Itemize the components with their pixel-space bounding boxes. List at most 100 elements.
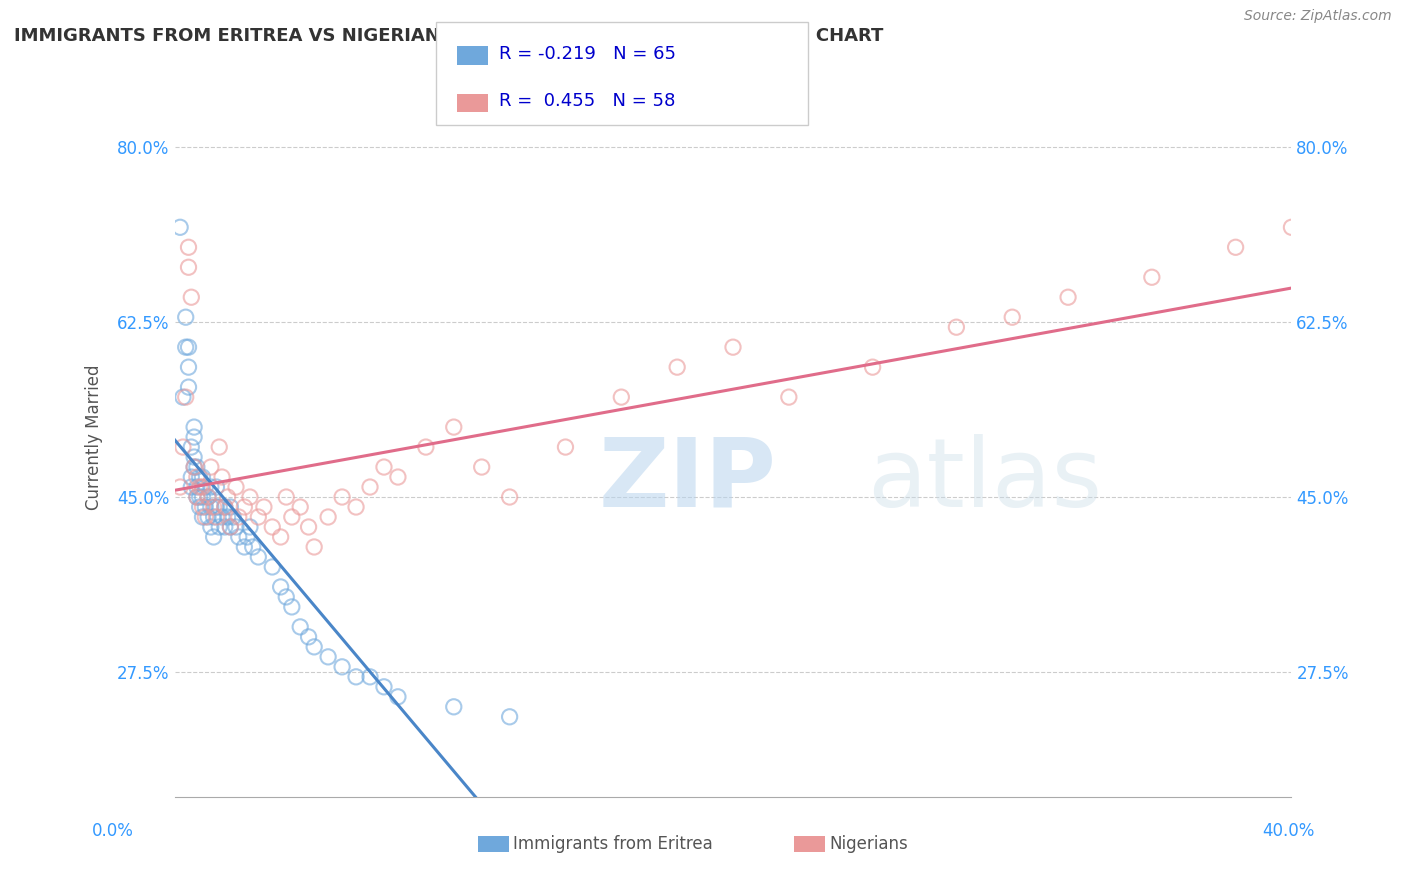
Point xyxy=(276,590,298,604)
Point xyxy=(262,560,284,574)
Point xyxy=(214,500,236,514)
Point xyxy=(344,500,367,514)
Point xyxy=(281,599,304,614)
Point xyxy=(174,310,197,325)
Point xyxy=(194,500,217,514)
Point xyxy=(498,490,520,504)
Point xyxy=(200,520,222,534)
Point xyxy=(1140,270,1163,285)
Point xyxy=(205,500,228,514)
Point xyxy=(554,440,576,454)
Text: IMMIGRANTS FROM ERITREA VS NIGERIAN CURRENTLY MARRIED CORRELATION CHART: IMMIGRANTS FROM ERITREA VS NIGERIAN CURR… xyxy=(14,27,883,45)
Point xyxy=(228,510,250,524)
Point xyxy=(197,490,219,504)
Point xyxy=(186,480,208,494)
Point xyxy=(1001,310,1024,325)
Point xyxy=(177,380,200,394)
Point xyxy=(191,480,214,494)
Point xyxy=(302,540,325,554)
Point xyxy=(666,360,689,375)
Point xyxy=(415,440,437,454)
Point xyxy=(200,460,222,475)
Point xyxy=(373,680,395,694)
Point xyxy=(721,340,744,354)
Point xyxy=(359,670,381,684)
Point xyxy=(225,480,247,494)
Text: 0.0%: 0.0% xyxy=(91,822,134,840)
Point xyxy=(177,240,200,254)
Point xyxy=(236,530,259,544)
Point xyxy=(233,540,256,554)
Point xyxy=(225,520,247,534)
Point xyxy=(297,630,319,644)
Point xyxy=(194,510,217,524)
Point xyxy=(270,530,292,544)
Point xyxy=(183,450,205,464)
Point xyxy=(186,460,208,475)
Point xyxy=(188,500,211,514)
Point xyxy=(191,510,214,524)
Point xyxy=(188,490,211,504)
Point xyxy=(330,490,353,504)
Point xyxy=(191,490,214,504)
Point xyxy=(214,520,236,534)
Point xyxy=(169,480,191,494)
Point xyxy=(443,699,465,714)
Point xyxy=(217,510,239,524)
Point xyxy=(191,500,214,514)
Point xyxy=(202,500,225,514)
Point xyxy=(174,340,197,354)
Point xyxy=(276,490,298,504)
Point xyxy=(208,500,231,514)
Point xyxy=(219,500,242,514)
Point xyxy=(1225,240,1247,254)
Point xyxy=(202,530,225,544)
Point xyxy=(211,510,233,524)
Point xyxy=(297,520,319,534)
Point xyxy=(177,260,200,275)
Point xyxy=(177,360,200,375)
Point xyxy=(316,510,339,524)
Point xyxy=(498,710,520,724)
Point xyxy=(205,480,228,494)
Point xyxy=(172,390,194,404)
Text: Nigerians: Nigerians xyxy=(830,835,908,853)
Text: Immigrants from Eritrea: Immigrants from Eritrea xyxy=(513,835,713,853)
Point xyxy=(169,220,191,235)
Point xyxy=(197,490,219,504)
Point xyxy=(1057,290,1080,304)
Text: R = -0.219   N = 65: R = -0.219 N = 65 xyxy=(499,45,676,62)
Point xyxy=(471,460,494,475)
Point xyxy=(330,660,353,674)
Point xyxy=(862,360,884,375)
Point xyxy=(344,670,367,684)
Point xyxy=(270,580,292,594)
Point xyxy=(205,510,228,524)
Point xyxy=(186,490,208,504)
Text: atlas: atlas xyxy=(868,434,1102,527)
Y-axis label: Currently Married: Currently Married xyxy=(86,364,103,510)
Point xyxy=(945,320,967,334)
Point xyxy=(387,690,409,704)
Point xyxy=(443,420,465,434)
Point xyxy=(222,510,245,524)
Point xyxy=(174,390,197,404)
Point xyxy=(183,460,205,475)
Point xyxy=(262,520,284,534)
Point xyxy=(186,490,208,504)
Point xyxy=(183,460,205,475)
Point xyxy=(214,500,236,514)
Point xyxy=(1281,220,1303,235)
Point xyxy=(188,470,211,484)
Point xyxy=(202,510,225,524)
Point xyxy=(194,480,217,494)
Point xyxy=(197,510,219,524)
Text: 40.0%: 40.0% xyxy=(1263,822,1315,840)
Point xyxy=(188,480,211,494)
Point xyxy=(183,430,205,444)
Point xyxy=(247,510,270,524)
Point xyxy=(180,480,202,494)
Point xyxy=(290,620,312,634)
Point xyxy=(239,520,262,534)
Point xyxy=(239,490,262,504)
